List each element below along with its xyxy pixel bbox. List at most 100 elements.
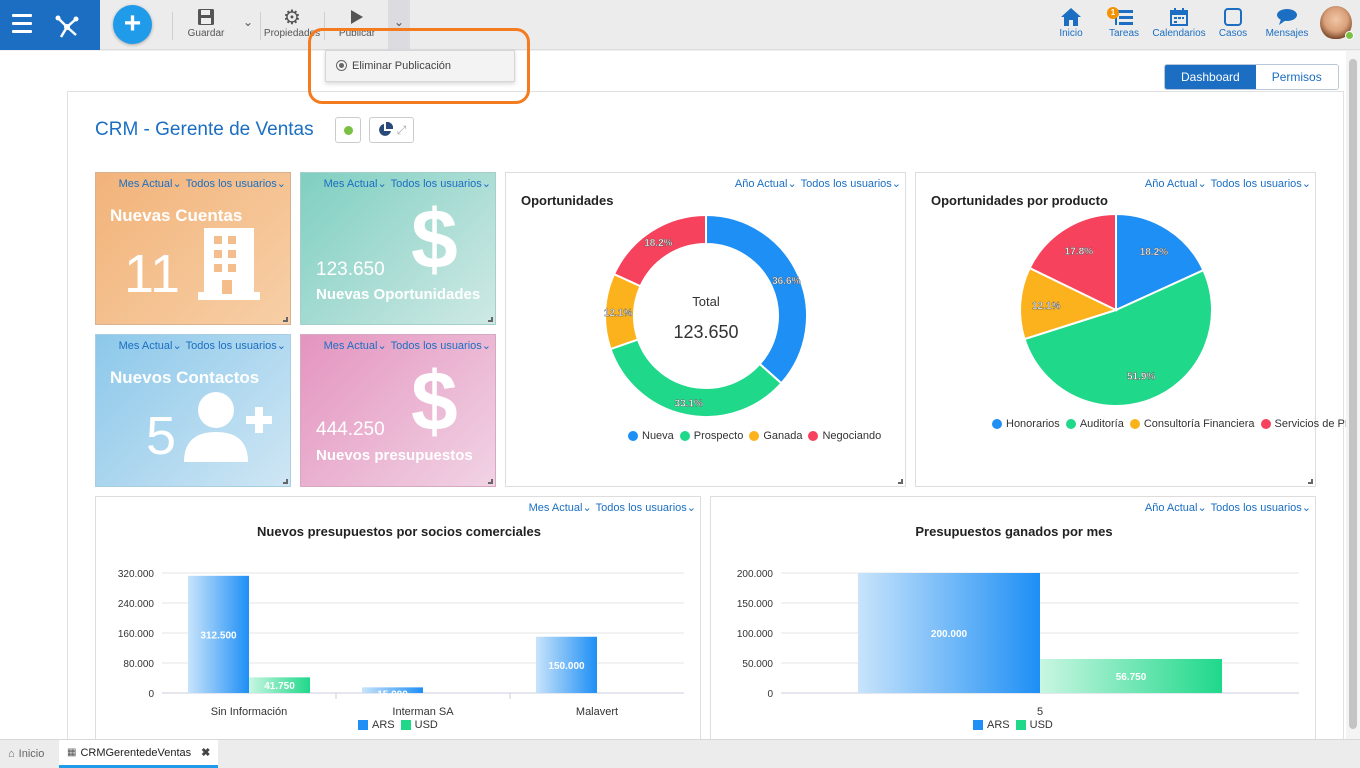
tile-new-budgets: Mes Actual⌄ Todos los usuarios⌄ 444.250 N… bbox=[300, 334, 496, 487]
legend-item[interactable]: Honorarios bbox=[992, 418, 1060, 430]
year-filter[interactable]: Año Actual bbox=[734, 178, 788, 190]
tile-new-contacts: Mes Actual⌄ Todos los usuarios⌄ Nuevos Co… bbox=[95, 334, 291, 487]
legend-item[interactable]: Prospecto bbox=[679, 430, 744, 442]
month-filter[interactable]: Mes Actual bbox=[118, 340, 173, 352]
users-filter[interactable]: Todos los usuarios bbox=[1210, 502, 1302, 514]
resize-handle[interactable] bbox=[898, 479, 903, 484]
add-button[interactable]: + bbox=[113, 5, 152, 44]
nav-messages[interactable]: Mensajes bbox=[1262, 6, 1312, 39]
legend-swatch bbox=[973, 720, 983, 730]
donut-center-value: 123.650 bbox=[673, 322, 738, 342]
legend-item[interactable]: Ganada bbox=[749, 430, 802, 442]
users-filter[interactable]: Todos los usuarios bbox=[595, 502, 687, 514]
resize-handle[interactable] bbox=[488, 479, 493, 484]
chart-options-button[interactable]: ⤢ bbox=[369, 117, 414, 143]
vertical-scrollbar[interactable] bbox=[1346, 51, 1360, 739]
widget-filters: Mes Actual⌄ Todos los usuarios⌄ bbox=[528, 502, 696, 514]
bar bbox=[1040, 658, 1222, 693]
highlight-annotation bbox=[308, 28, 530, 104]
legend-item[interactable]: Negociando bbox=[808, 430, 881, 442]
tab-permissions[interactable]: Permisos bbox=[1255, 65, 1338, 89]
toolbar-divider bbox=[324, 12, 325, 40]
publish-dropdown-toggle[interactable] bbox=[388, 0, 410, 50]
save-button[interactable]: Guardar bbox=[186, 6, 226, 39]
resize-handle[interactable] bbox=[283, 479, 288, 484]
month-filter[interactable]: Mes Actual bbox=[323, 178, 378, 190]
month-filter[interactable]: Mes Actual bbox=[323, 340, 378, 352]
bar-chart: 0 50.000 100.000 150.000 200.000 200.000 56.75… bbox=[737, 569, 1299, 718]
bar-value-label: 200.000 bbox=[931, 629, 968, 640]
legend-item[interactable]: Nueva bbox=[628, 430, 674, 442]
legend-swatch bbox=[1065, 419, 1076, 429]
status-button[interactable] bbox=[335, 117, 361, 143]
radio-icon bbox=[336, 60, 347, 71]
close-icon[interactable]: ✖ bbox=[201, 747, 211, 759]
nav-home[interactable]: Inicio bbox=[1046, 6, 1096, 39]
save-options-chevron-icon[interactable]: ⌄ bbox=[242, 15, 254, 29]
resize-handle[interactable] bbox=[488, 317, 493, 322]
properties-button[interactable]: ⚙ Propiedades bbox=[263, 6, 321, 40]
month-filter[interactable]: Mes Actual bbox=[528, 502, 583, 514]
users-filter[interactable]: Todos los usuarios bbox=[390, 178, 482, 190]
year-filter[interactable]: Año Actual bbox=[1144, 178, 1198, 190]
bar-value-label: 41.750 bbox=[264, 681, 295, 692]
cases-icon bbox=[1224, 8, 1242, 26]
tile-filters: Mes Actual⌄ Todos los usuarios⌄ bbox=[323, 340, 491, 352]
pie-slice bbox=[612, 213, 707, 288]
donut-chart: 36.6% 33.1% 12.1% 18.2% Total 123.650 bbox=[604, 213, 808, 418]
bar-chart: 0 80.000 160.000 240.000 320.000 312.500 41.75… bbox=[118, 569, 684, 718]
legend-swatch bbox=[1129, 419, 1140, 429]
legend-swatch bbox=[358, 720, 368, 730]
publish-button[interactable]: Publicar bbox=[336, 6, 378, 39]
legend-item[interactable]: USD bbox=[1015, 719, 1053, 731]
legend-item[interactable]: USD bbox=[400, 719, 438, 731]
legend-item[interactable]: Auditoría bbox=[1065, 418, 1124, 430]
users-filter[interactable]: Todos los usuarios bbox=[185, 340, 277, 352]
nav-tasks[interactable]: Tareas bbox=[1099, 6, 1149, 39]
tile-filters: Mes Actual⌄ Todos los usuarios⌄ bbox=[118, 178, 286, 190]
tab-dashboard[interactable]: Dashboard bbox=[1165, 65, 1256, 89]
gear-icon: ⚙ bbox=[283, 6, 301, 29]
legend-item[interactable]: ARS bbox=[358, 719, 395, 731]
users-filter[interactable]: Todos los usuarios bbox=[800, 178, 892, 190]
tile-value: 11 bbox=[124, 244, 181, 304]
scrollbar-thumb[interactable] bbox=[1349, 59, 1357, 729]
footer-tab-active[interactable]: ▦ CRMGerentedeVentas ✖ bbox=[59, 740, 219, 768]
dollar-icon: $ bbox=[411, 192, 458, 286]
slice-label: 36.6% bbox=[772, 276, 800, 287]
users-filter[interactable]: Todos los usuarios bbox=[1210, 178, 1302, 190]
legend-label: Prospecto bbox=[693, 430, 744, 442]
remove-publication-item[interactable]: Eliminar Publicación bbox=[352, 60, 452, 72]
widget-budgets-by-partner: Mes Actual⌄ Todos los usuarios⌄ Nuevos pr… bbox=[95, 496, 701, 741]
play-icon bbox=[351, 10, 363, 24]
nav-cases[interactable]: Casos bbox=[1208, 6, 1258, 39]
year-filter[interactable]: Año Actual bbox=[1144, 502, 1198, 514]
footer-tab-home-label: Inicio bbox=[18, 748, 45, 760]
bar bbox=[249, 677, 310, 693]
y-tick-label: 200.000 bbox=[737, 569, 774, 580]
resize-handle[interactable] bbox=[1308, 479, 1313, 484]
footer-tab-active-label: CRMGerentedeVentas bbox=[80, 746, 192, 759]
month-filter[interactable]: Mes Actual bbox=[118, 178, 173, 190]
resize-handle[interactable] bbox=[283, 317, 288, 322]
tasks-badge: 1 bbox=[1107, 7, 1119, 19]
y-tick-label: 50.000 bbox=[742, 659, 773, 670]
view-tabs: Dashboard Permisos bbox=[1164, 64, 1339, 90]
footer-tab-home[interactable]: ⌂ Inicio bbox=[8, 740, 44, 768]
legend-swatch bbox=[992, 419, 1002, 429]
users-filter[interactable]: Todos los usuarios bbox=[390, 340, 482, 352]
publish-chevron-icon[interactable]: ⌄ bbox=[393, 15, 405, 29]
online-status-indicator bbox=[1345, 31, 1354, 40]
slice-label: 12.1% bbox=[1032, 301, 1060, 312]
legend-item[interactable]: Servicios de PMO bbox=[1260, 418, 1360, 430]
legend-item[interactable]: Consultoría Financiera bbox=[1129, 418, 1255, 430]
logo-icon[interactable] bbox=[52, 10, 82, 40]
legend-item[interactable]: ARS bbox=[973, 719, 1010, 731]
home-icon: ⌂ bbox=[8, 748, 15, 760]
nav-tasks-label: Tareas bbox=[1108, 28, 1139, 39]
nav-calendars[interactable]: Calendarios bbox=[1150, 6, 1208, 39]
tile-label: Nuevas Oportunidades bbox=[316, 286, 481, 303]
menu-icon[interactable] bbox=[12, 14, 32, 34]
users-filter[interactable]: Todos los usuarios bbox=[185, 178, 277, 190]
bar bbox=[858, 573, 1040, 693]
